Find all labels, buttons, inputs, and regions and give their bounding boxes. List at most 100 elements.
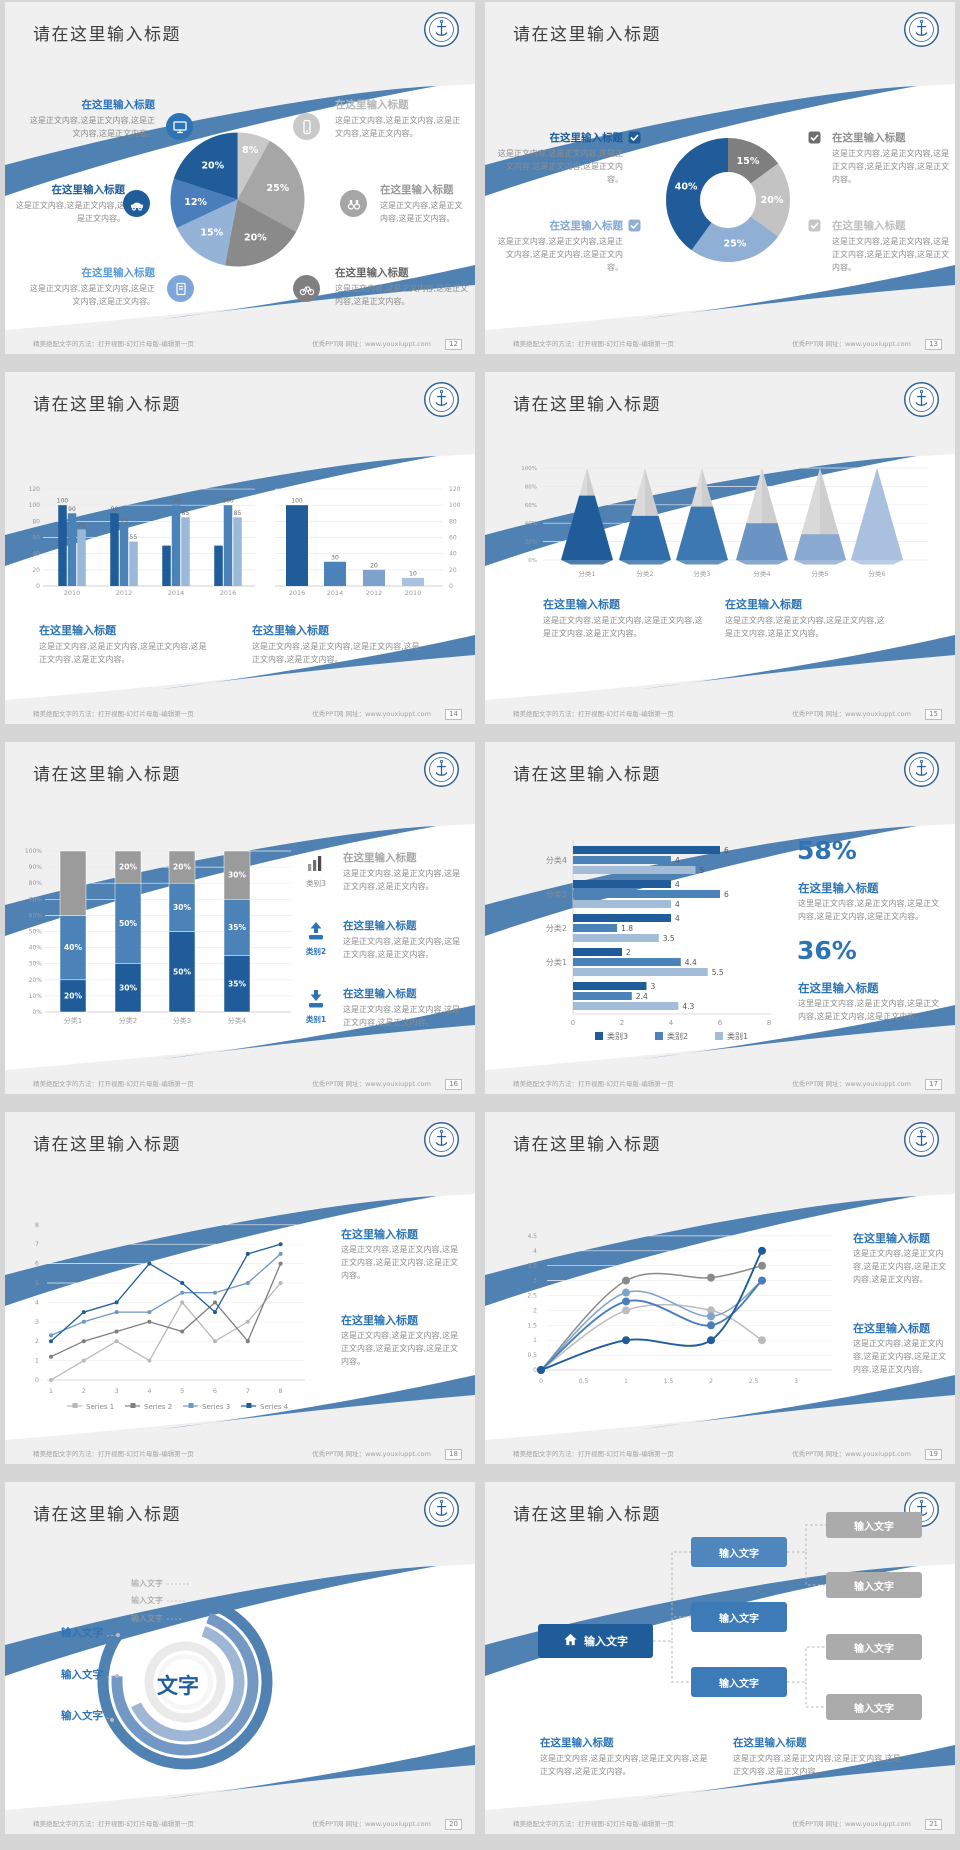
ring-diagram bbox=[63, 1570, 313, 1805]
svg-text:85: 85 bbox=[182, 510, 190, 517]
text-block: 在这里输入标题 这是正文内容,这是正文内容,这是正文内容,这是正文内容,这是正文… bbox=[39, 622, 207, 667]
ring-label-top: 输入文字 bbox=[131, 1614, 163, 1623]
footer-swoosh bbox=[485, 1745, 955, 1834]
svg-text:1.5: 1.5 bbox=[527, 1322, 537, 1329]
footer-swoosh bbox=[485, 635, 955, 724]
svg-text:2: 2 bbox=[82, 1387, 86, 1395]
svg-text:30%: 30% bbox=[29, 961, 43, 968]
upload-arrow-icon bbox=[305, 920, 327, 946]
page-number: 16 bbox=[445, 1079, 462, 1090]
svg-text:50%: 50% bbox=[119, 919, 137, 928]
svg-text:90%: 90% bbox=[29, 864, 43, 871]
svg-text:30%: 30% bbox=[173, 903, 191, 912]
svg-text:1: 1 bbox=[49, 1387, 53, 1395]
slide-14-bar-charts: 请在这里输入标题 精美绝配文字的方法：打开视图-幻灯片母版-编辑第一页 优秀PP… bbox=[5, 372, 475, 724]
block-body: 这是正文内容,这是正文内容,这是正文内容,这是正文内容,这是正文内容。 bbox=[543, 616, 703, 638]
block-heading: 在这里输入标题 bbox=[51, 184, 126, 196]
footer-tip: 精美绝配文字的方法：打开视图-幻灯片母版-编辑第一页 bbox=[33, 710, 194, 718]
svg-text:4.3: 4.3 bbox=[682, 1002, 694, 1011]
svg-text:40: 40 bbox=[449, 551, 457, 558]
flow-box-label: 输入文字 bbox=[719, 1678, 759, 1690]
stacked-bar-chart: 0% 10% 20% 30% 40% 50% 60% 70% 80% 90% 100% 20% 40% 分… bbox=[25, 842, 315, 1034]
line-chart: 0 1 2 3 4 5 6 7 8 1 2 3 4 5 6 7 8 Series 1 Series 2 Series … bbox=[21, 1216, 333, 1416]
footer-swoosh bbox=[5, 265, 475, 354]
svg-text:8: 8 bbox=[767, 1019, 771, 1027]
monitor-icon bbox=[166, 113, 193, 140]
text-block: 在这里输入标题 这是正文内容,这是正文内容,这是正文内容,这是正文内容,这是正文… bbox=[540, 1735, 712, 1779]
svg-text:50%: 50% bbox=[173, 967, 191, 976]
svg-text:2: 2 bbox=[709, 1378, 713, 1385]
bicycle-icon bbox=[293, 275, 320, 302]
slide-15-cone-chart: 请在这里输入标题 精美绝配文字的方法：打开视图-幻灯片母版-编辑第一页 优秀PP… bbox=[485, 372, 955, 724]
text-block: 在这里输入标题 这是正文内容,这是正文内容,这是正文内容,这是正文内容,这是正文… bbox=[495, 218, 623, 274]
page-number: 20 bbox=[445, 1819, 462, 1830]
svg-text:1: 1 bbox=[35, 1357, 39, 1365]
flow-mid-box: 输入文字 bbox=[691, 1602, 787, 1632]
svg-text:5: 5 bbox=[35, 1279, 39, 1287]
svg-text:分类3: 分类3 bbox=[173, 1016, 191, 1025]
text-block: 在这里输入标题 这是正文内容,这是正文内容,这是正文内容,这是正文内容,这是正文… bbox=[832, 130, 952, 186]
svg-text:4: 4 bbox=[147, 1387, 151, 1395]
university-emblem-logo bbox=[903, 1121, 940, 1162]
text-block: 在这里输入标题 这是正文内容,这是正文内容,这是正文内容,这是正文内容,这是正文… bbox=[252, 622, 420, 667]
svg-text:4: 4 bbox=[675, 856, 680, 865]
text-block: 在这里输入标题 这是正文内容,这是正文内容,这是正文内容,这是正文内容,这是正文… bbox=[543, 596, 708, 641]
page-number: 18 bbox=[445, 1449, 462, 1460]
svg-text:80%: 80% bbox=[29, 880, 43, 887]
svg-text:30%: 30% bbox=[228, 871, 246, 880]
block-heading: 在这里输入标题 bbox=[81, 267, 156, 279]
slide-title: 请在这里输入标题 bbox=[33, 395, 181, 415]
university-emblem-logo bbox=[423, 751, 460, 792]
svg-text:0: 0 bbox=[449, 583, 453, 590]
svg-text:7: 7 bbox=[246, 1387, 250, 1395]
svg-text:分类3: 分类3 bbox=[546, 889, 567, 899]
slide-title: 请在这里输入标题 bbox=[33, 1505, 181, 1525]
footer-swoosh bbox=[5, 1745, 475, 1834]
footer-tip: 精美绝配文字的方法：打开视图-幻灯片母版-编辑第一页 bbox=[513, 710, 674, 718]
header-swoosh bbox=[5, 372, 475, 566]
ring-label-left: 输入文字 bbox=[61, 1627, 103, 1639]
ring-label-left: 输入文字 bbox=[61, 1669, 103, 1681]
university-emblem-logo bbox=[903, 11, 940, 52]
svg-text:分类1: 分类1 bbox=[64, 1016, 82, 1025]
svg-text:3: 3 bbox=[533, 1278, 537, 1285]
text-block: 在这里输入标题 这是正文内容,这是正文内容,这是正文内容,这是正文内容。 bbox=[335, 97, 467, 141]
svg-text:8%: 8% bbox=[242, 145, 259, 156]
block-heading: 在这里输入标题 bbox=[832, 132, 906, 144]
page-number: 19 bbox=[925, 1449, 942, 1460]
svg-text:60%: 60% bbox=[29, 912, 43, 919]
svg-text:2014: 2014 bbox=[327, 589, 344, 597]
header-swoosh bbox=[5, 1112, 475, 1306]
footer-site: 优秀PPT网 网址：www.youxiuppt.com bbox=[312, 1080, 431, 1088]
svg-text:4: 4 bbox=[533, 1248, 537, 1255]
svg-text:10%: 10% bbox=[29, 993, 43, 1000]
svg-text:3: 3 bbox=[35, 1318, 39, 1326]
block-heading: 在这里输入标题 bbox=[252, 624, 329, 637]
flow-box-label: 输入文字 bbox=[854, 1643, 894, 1655]
footer-swoosh bbox=[485, 265, 955, 354]
footer-swoosh bbox=[5, 635, 475, 724]
svg-text:12%: 12% bbox=[184, 197, 207, 208]
header-swoosh bbox=[485, 2, 955, 196]
block-heading: 在这里输入标题 bbox=[335, 267, 409, 279]
svg-text:2010: 2010 bbox=[64, 589, 81, 597]
svg-text:90: 90 bbox=[68, 506, 76, 513]
legend-caption: 类别3 bbox=[306, 879, 326, 888]
callout-heading: 在这里输入标题 bbox=[798, 881, 879, 895]
svg-text:20: 20 bbox=[449, 567, 457, 574]
svg-text:类别3: 类别3 bbox=[607, 1031, 628, 1041]
donut-chart: 15% 20% 25% 40% bbox=[663, 135, 793, 265]
svg-text:40: 40 bbox=[32, 551, 40, 558]
svg-text:80%: 80% bbox=[525, 484, 537, 490]
svg-text:分类6: 分类6 bbox=[868, 569, 885, 578]
svg-text:0: 0 bbox=[539, 1378, 543, 1385]
header-swoosh bbox=[5, 1482, 475, 1676]
svg-text:30: 30 bbox=[331, 554, 339, 561]
checkbox-icon bbox=[628, 129, 641, 148]
block-body: 这是正文内容,这是正文内容,这是正文内容,这是正文内容。 bbox=[29, 284, 155, 306]
text-block: 在这里输入标题 这是正文内容,这是正文内容,这是正文内容,这是正文内容,这是正文… bbox=[725, 596, 890, 641]
footer-tip: 精美绝配文字的方法：打开视图-幻灯片母版-编辑第一页 bbox=[33, 1080, 194, 1088]
flow-box-label: 输入文字 bbox=[719, 1613, 759, 1625]
download-arrow-icon bbox=[305, 988, 327, 1014]
block-body: 这是正文内容,这是正文内容,这是正文内容,这是正文内容,这是正文内容。 bbox=[497, 149, 623, 184]
